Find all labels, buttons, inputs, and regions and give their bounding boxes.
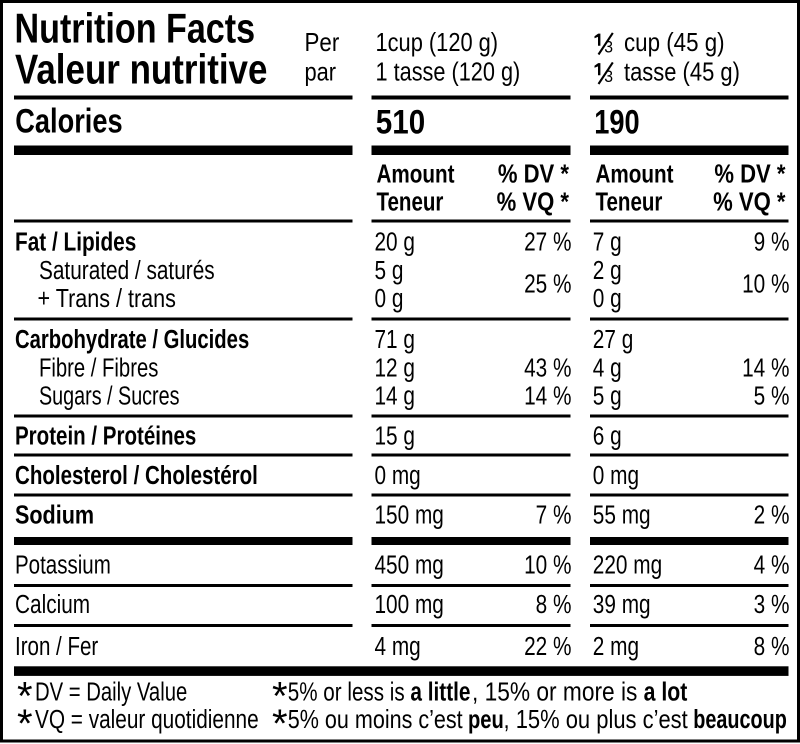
svg-text:Potassium: Potassium xyxy=(15,550,111,579)
svg-text:7 g: 7 g xyxy=(593,227,622,256)
svg-text:0 g: 0 g xyxy=(375,284,404,313)
svg-text:Teneur: Teneur xyxy=(596,187,663,216)
svg-text:+ Trans / trans: + Trans / trans xyxy=(38,284,176,313)
svg-text:2 g: 2 g xyxy=(593,256,622,285)
svg-text:20 g: 20 g xyxy=(375,227,415,256)
svg-text:Fibre / Fibres: Fibre / Fibres xyxy=(39,353,158,382)
svg-text:5% ou moins c’est: 5% ou moins c’est xyxy=(288,705,463,734)
svg-text:10 %: 10 % xyxy=(524,550,571,579)
svg-text:10 %: 10 % xyxy=(742,269,789,298)
svg-text:Amount: Amount xyxy=(596,159,674,188)
svg-text:150 mg: 150 mg xyxy=(375,500,444,529)
svg-text:Carbohydrate / Glucides: Carbohydrate / Glucides xyxy=(15,325,249,354)
svg-text:Teneur: Teneur xyxy=(377,187,444,216)
svg-text:*: * xyxy=(17,702,33,744)
svg-text:55 mg: 55 mg xyxy=(593,500,651,529)
svg-text:Calories: Calories xyxy=(15,102,122,141)
svg-text:Valeur nutritive: Valeur nutritive xyxy=(15,47,267,94)
svg-text:*: * xyxy=(272,675,288,719)
svg-text:*: * xyxy=(272,702,288,744)
svg-text:2 mg: 2 mg xyxy=(593,632,639,661)
svg-text:cup (45 g): cup (45 g) xyxy=(624,28,725,57)
svg-text:450 mg: 450 mg xyxy=(375,550,444,579)
svg-text:Per: Per xyxy=(305,28,340,57)
svg-text:220 mg: 220 mg xyxy=(593,550,662,579)
svg-text:3: 3 xyxy=(604,38,613,57)
svg-text:Protein / Protéines: Protein / Protéines xyxy=(15,421,196,450)
svg-text:5% or less is: 5% or less is xyxy=(288,677,405,706)
svg-text:Saturated / saturés: Saturated / saturés xyxy=(39,256,215,285)
svg-text:VQ = valeur quotidienne: VQ = valeur quotidienne xyxy=(35,705,259,734)
svg-text:25 %: 25 % xyxy=(524,269,571,298)
svg-text:5 g: 5 g xyxy=(375,256,404,285)
svg-text:% VQ *: % VQ * xyxy=(497,188,570,217)
svg-text:5 g: 5 g xyxy=(593,381,622,410)
svg-text:27 %: 27 % xyxy=(524,227,571,256)
svg-text:7 %: 7 % xyxy=(536,500,572,529)
svg-text:43 %: 43 % xyxy=(524,353,571,382)
svg-text:6 g: 6 g xyxy=(593,421,622,450)
svg-text:Amount: Amount xyxy=(377,159,455,188)
svg-text:1cup (120 g): 1cup (120 g) xyxy=(376,28,499,57)
svg-text:Iron / Fer: Iron / Fer xyxy=(15,632,98,661)
svg-text:39 mg: 39 mg xyxy=(593,590,651,619)
svg-text:a little: a little xyxy=(410,677,470,706)
svg-text:8 %: 8 % xyxy=(536,590,572,619)
svg-text:, 15% or more is: , 15% or more is xyxy=(472,678,637,707)
svg-text:71 g: 71 g xyxy=(375,325,415,354)
svg-text:*: * xyxy=(17,675,33,719)
svg-text:22 %: 22 % xyxy=(524,632,571,661)
svg-text:14 %: 14 % xyxy=(742,353,789,382)
svg-text:0 mg: 0 mg xyxy=(593,461,639,490)
svg-text:tasse (45 g): tasse (45 g) xyxy=(624,58,740,87)
svg-text:27 g: 27 g xyxy=(593,325,633,354)
svg-text:a lot: a lot xyxy=(644,678,688,708)
svg-text:4 g: 4 g xyxy=(593,353,622,382)
svg-text:4 mg: 4 mg xyxy=(375,632,421,661)
svg-text:5 %: 5 % xyxy=(754,381,790,410)
svg-text:DV = Daily Value: DV = Daily Value xyxy=(35,677,187,706)
svg-text:8 %: 8 % xyxy=(754,632,790,661)
svg-text:% VQ *: % VQ * xyxy=(713,188,786,217)
svg-text:4 %: 4 % xyxy=(754,550,790,579)
svg-text:0 g: 0 g xyxy=(593,284,622,313)
svg-text:Sodium: Sodium xyxy=(15,501,94,530)
svg-text:par: par xyxy=(305,58,337,87)
svg-text:% DV *: % DV * xyxy=(498,160,570,189)
svg-text:Fat / Lipides: Fat / Lipides xyxy=(15,227,136,256)
svg-text:1 tasse (120 g): 1 tasse (120 g) xyxy=(376,58,521,87)
svg-text:14 g: 14 g xyxy=(375,381,415,410)
svg-text:peu: peu xyxy=(468,705,504,734)
svg-text:Calcium: Calcium xyxy=(15,590,90,619)
svg-text:beaucoup: beaucoup xyxy=(693,704,787,733)
svg-text:% DV *: % DV * xyxy=(714,160,786,189)
svg-text:3: 3 xyxy=(604,67,613,86)
svg-text:Nutrition Facts: Nutrition Facts xyxy=(15,5,256,52)
svg-text:2 %: 2 % xyxy=(754,500,790,529)
svg-text:14 %: 14 % xyxy=(524,381,571,410)
svg-text:3 %: 3 % xyxy=(754,590,790,619)
svg-text:100 mg: 100 mg xyxy=(375,590,444,619)
svg-text:12 g: 12 g xyxy=(375,353,415,382)
svg-text:, 15% ou plus c’est: , 15% ou plus c’est xyxy=(504,705,689,734)
svg-text:0 mg: 0 mg xyxy=(375,461,421,490)
svg-text:Cholesterol / Cholestérol: Cholesterol / Cholestérol xyxy=(15,461,258,490)
svg-text:Sugars / Sucres: Sugars / Sucres xyxy=(39,381,179,410)
svg-text:510: 510 xyxy=(376,103,425,141)
svg-text:190: 190 xyxy=(594,103,639,142)
svg-text:15 g: 15 g xyxy=(375,421,415,450)
svg-text:9 %: 9 % xyxy=(754,227,790,256)
